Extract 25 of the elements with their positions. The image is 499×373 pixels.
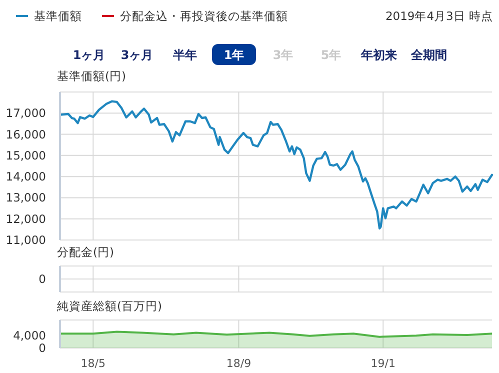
y-tick-label: 13,000 <box>6 190 46 205</box>
y-tick-label: 11,000 <box>6 233 46 247</box>
y-axis-title: 基準価額(円) <box>57 69 126 83</box>
text: 全期間 <box>410 48 447 62</box>
text: 分配金(円) <box>57 245 114 259</box>
text: 1年 <box>224 48 244 62</box>
text: 1ヶ月 <box>72 48 106 62</box>
legend-label: 基準価額 <box>34 9 82 23</box>
y-tick-label: 12,000 <box>6 212 46 226</box>
y-tick-label: 0 <box>38 341 46 355</box>
line-series <box>60 100 494 230</box>
y-tick-label: 17,000 <box>6 106 46 120</box>
y-tick-label: 16,000 <box>6 127 46 142</box>
text: 2019年4月3日 時点 <box>385 9 493 23</box>
y-tick-label: 4,000 <box>13 328 46 342</box>
x-tick-label: 18/9 <box>226 357 252 370</box>
legend-label: 分配金込・再投資後の基準価額 <box>120 9 288 23</box>
text: 半年 <box>172 48 197 62</box>
y-tick-label: 15,000 <box>6 148 46 162</box>
x-tick-label: 19/1 <box>370 357 396 370</box>
y-tick-label: 14,000 <box>6 170 46 184</box>
text: 3ヶ月 <box>120 48 154 62</box>
x-tick-label: 18/5 <box>80 357 106 370</box>
text: 年初来 <box>360 48 397 62</box>
y-axis-title: 純資産総額(百万円) <box>57 299 162 313</box>
